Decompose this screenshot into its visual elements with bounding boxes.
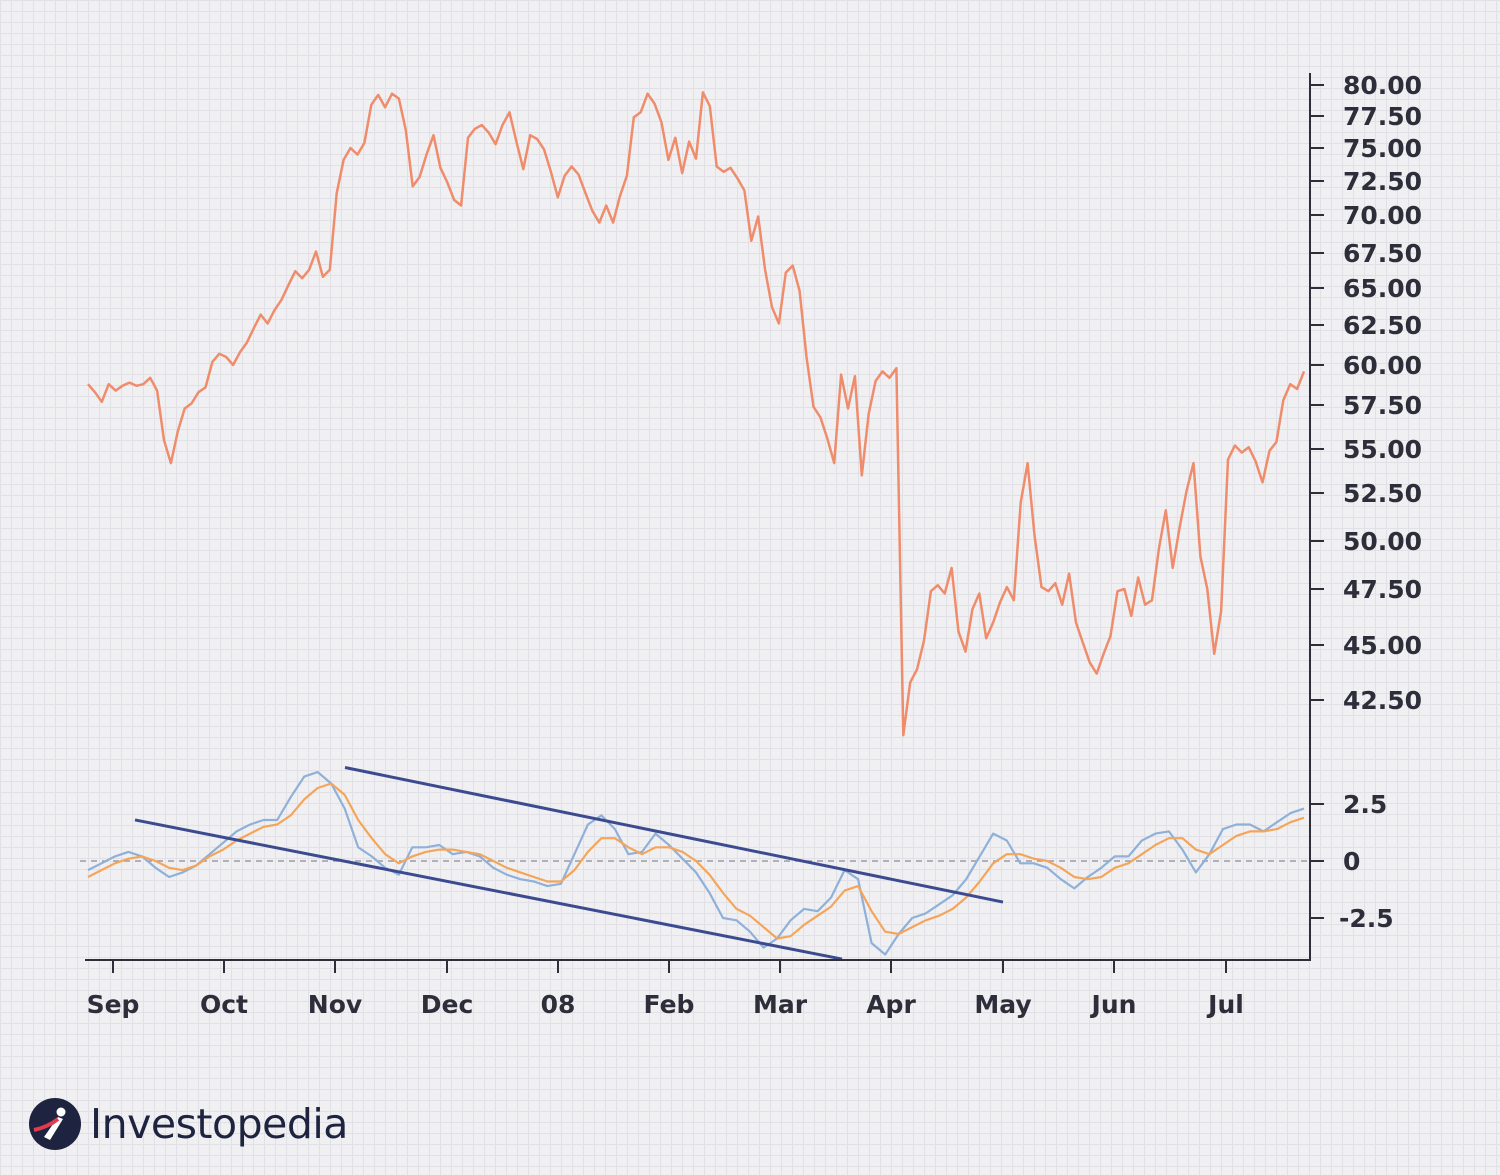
price-series-line bbox=[87, 91, 1306, 737]
y-tick-label: 80.00 bbox=[1343, 71, 1422, 100]
logo-wordmark: Investopedia bbox=[90, 1100, 348, 1148]
investopedia-logo: Investopedia bbox=[28, 1094, 348, 1154]
x-tick-label: Oct bbox=[200, 990, 248, 1019]
oscillator-group bbox=[80, 770, 1310, 956]
y-tick-label: 55.00 bbox=[1343, 435, 1422, 464]
y-tick-label: 62.50 bbox=[1343, 311, 1422, 340]
x-tick-label: Apr bbox=[866, 990, 916, 1019]
y-tick-label: 52.50 bbox=[1343, 479, 1422, 508]
trendline-group bbox=[134, 766, 1004, 961]
x-axis: Sep Oct Nov Dec 08 Feb Mar Apr May Jun Jul bbox=[85, 959, 1311, 1019]
y-tick-label: 42.50 bbox=[1343, 686, 1422, 715]
x-tick-label: Nov bbox=[308, 990, 362, 1019]
y-tick-label: 72.50 bbox=[1343, 167, 1422, 196]
y-tick-label: 75.00 bbox=[1343, 134, 1422, 163]
x-tick-label: May bbox=[974, 990, 1031, 1019]
y-tick-label: 77.50 bbox=[1343, 102, 1422, 131]
trendline-upper bbox=[344, 766, 1004, 904]
price-series-group bbox=[87, 91, 1306, 737]
x-tick-label: 08 bbox=[541, 990, 576, 1019]
y-tick-label: 67.50 bbox=[1343, 239, 1422, 268]
x-tick-label: Dec bbox=[421, 990, 474, 1019]
y-tick-label: -2.5 bbox=[1339, 904, 1394, 933]
y-tick-label: 70.00 bbox=[1343, 201, 1422, 230]
x-tick-label: Jun bbox=[1090, 990, 1137, 1019]
x-tick-label: Sep bbox=[87, 990, 140, 1019]
y-tick-label: 0 bbox=[1343, 847, 1360, 876]
y-tick-label: 57.50 bbox=[1343, 391, 1422, 420]
y-tick-label: 60.00 bbox=[1343, 351, 1422, 380]
y-tick-label: 2.5 bbox=[1343, 790, 1387, 819]
investopedia-logo-icon bbox=[29, 1098, 81, 1150]
oscillator-signal-line bbox=[87, 782, 1305, 940]
y-tick-label: 45.00 bbox=[1343, 631, 1422, 660]
x-tick-label: Feb bbox=[644, 990, 695, 1019]
trendline-lower bbox=[134, 818, 843, 961]
y-tick-label: 65.00 bbox=[1343, 274, 1422, 303]
x-tick-label: Mar bbox=[753, 990, 808, 1019]
y-tick-label: 47.50 bbox=[1343, 575, 1422, 604]
y-tick-label: 50.00 bbox=[1343, 527, 1422, 556]
oscillator-line bbox=[87, 770, 1305, 956]
x-tick-label: Jul bbox=[1206, 990, 1244, 1019]
